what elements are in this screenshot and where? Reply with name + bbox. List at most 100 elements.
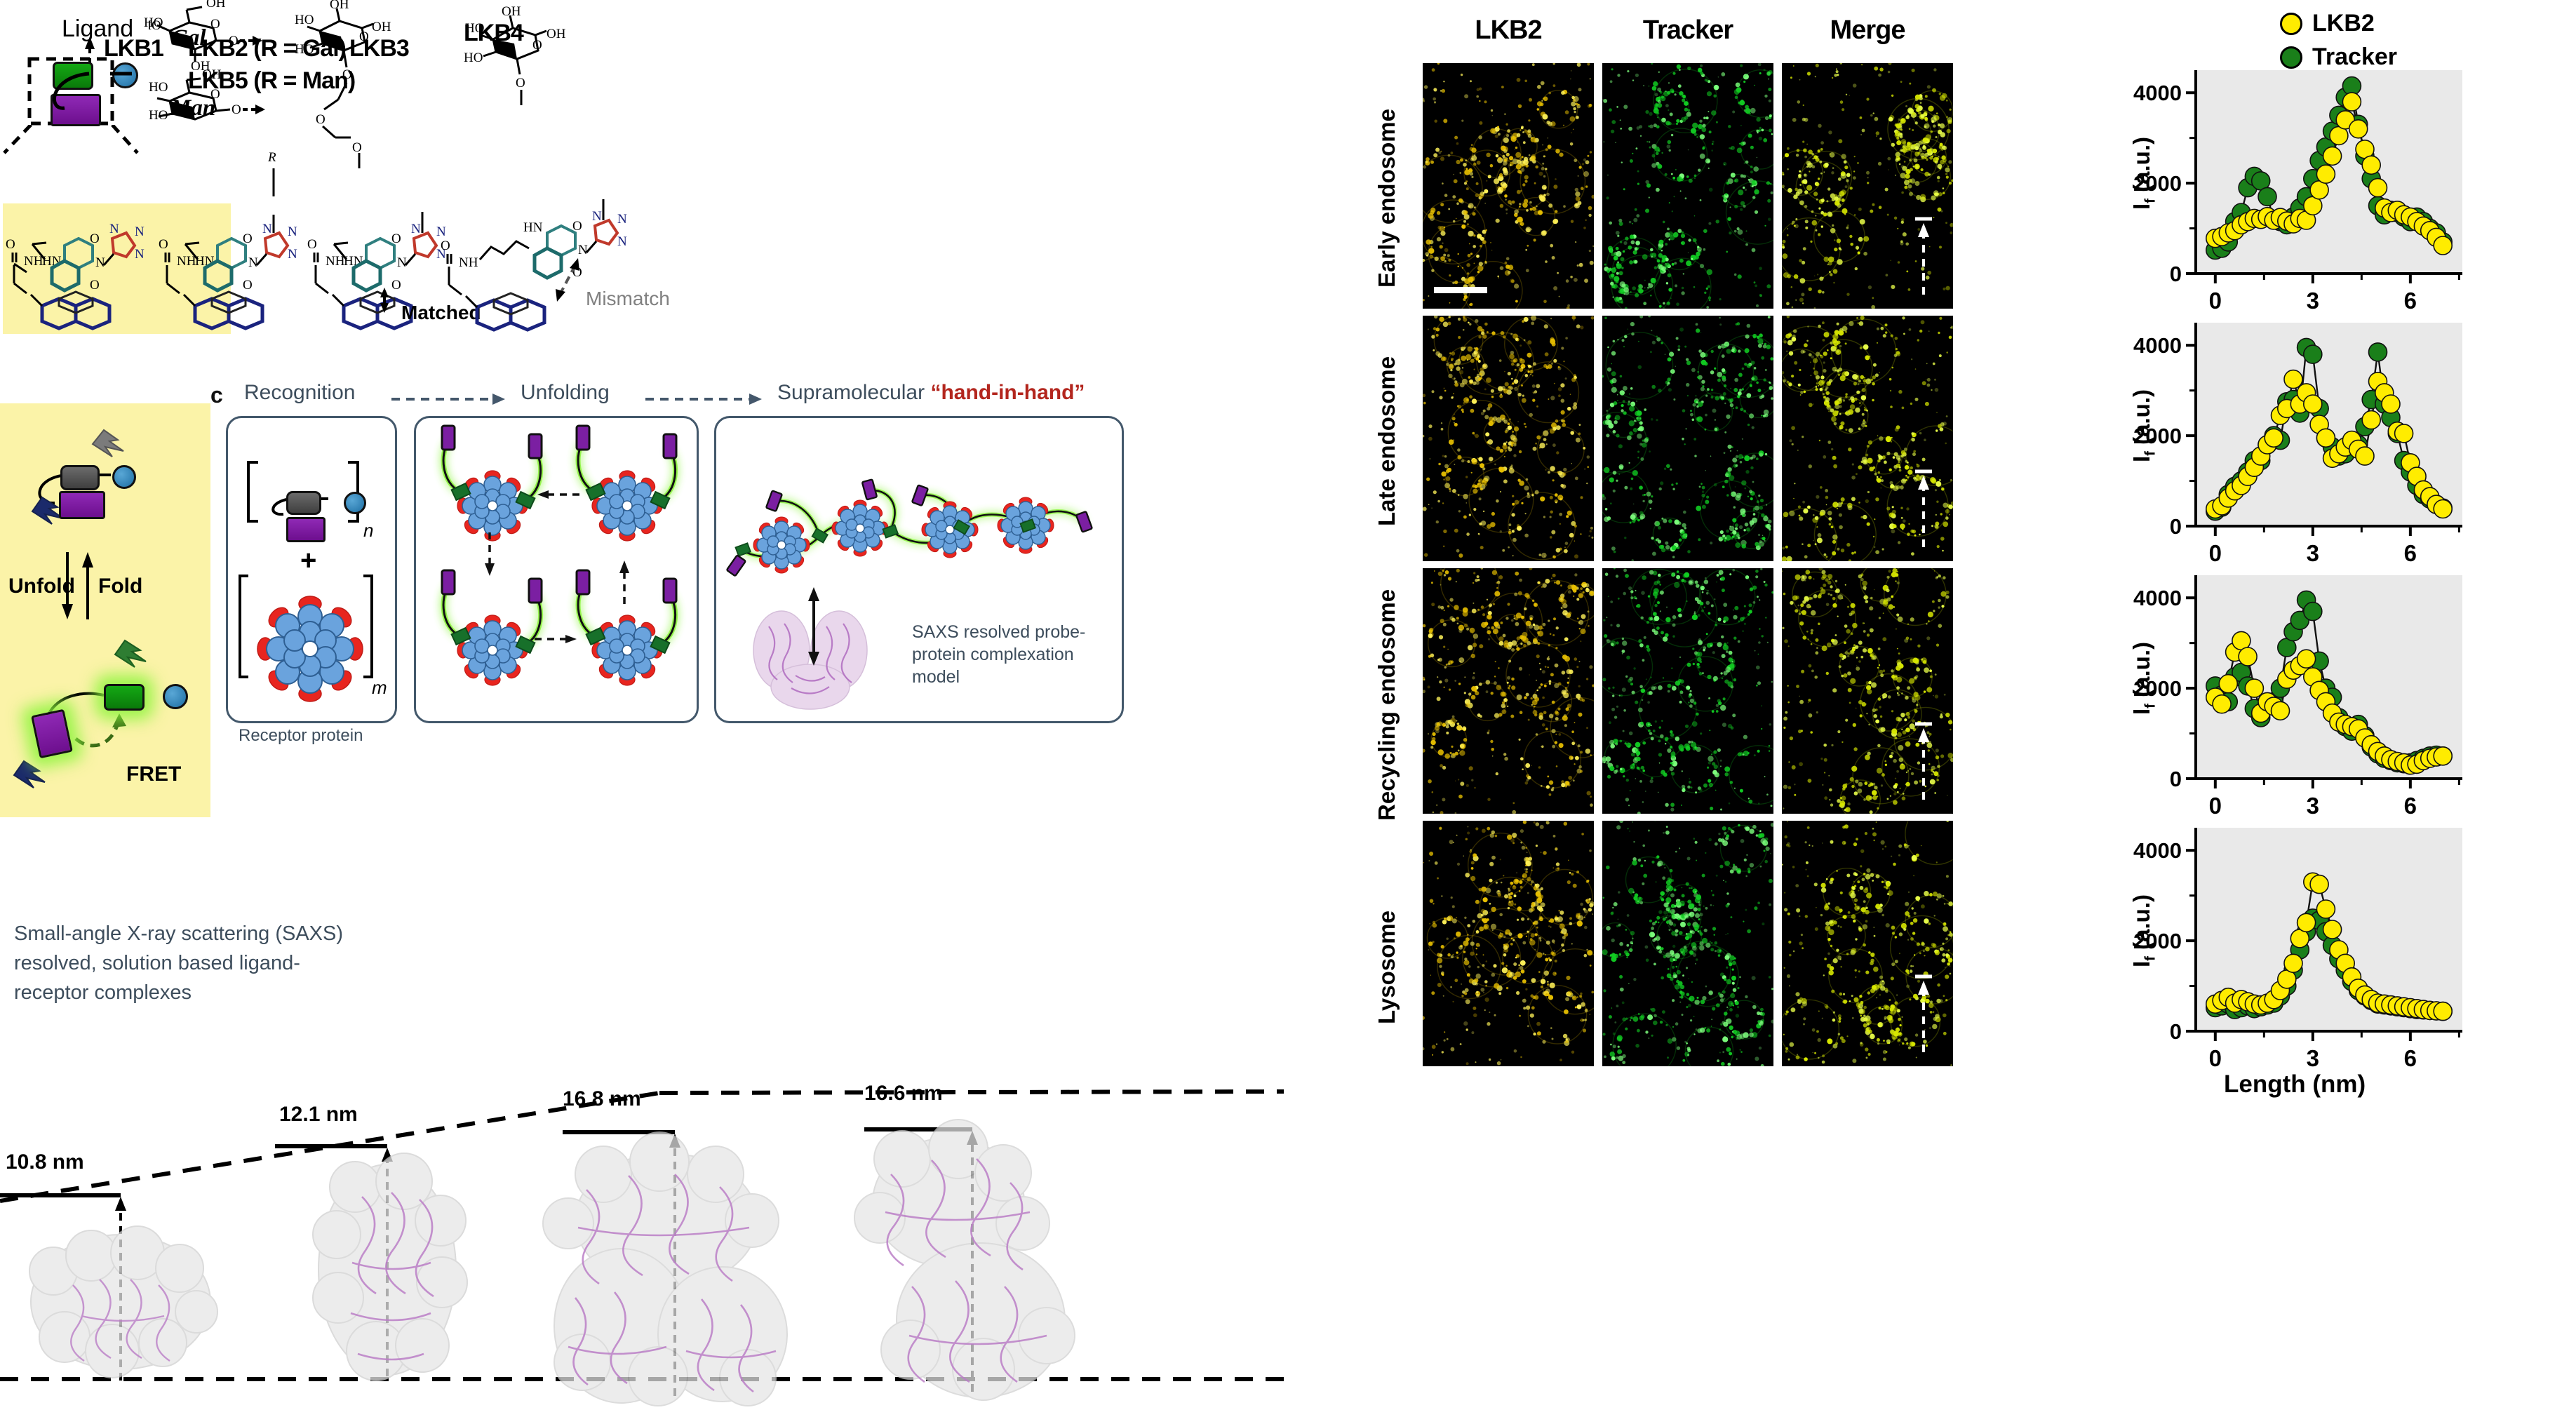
recognition-gray-block — [286, 491, 321, 515]
mismatch-annotation: Mismatch — [586, 288, 670, 310]
unfolded-blue-dot — [112, 465, 136, 489]
recognition-purple-block — [286, 517, 326, 542]
saxs-complex-2 — [232, 1129, 512, 1396]
svg-text:NH: NH — [177, 254, 196, 269]
saxs-complex-1 — [0, 1178, 239, 1389]
svg-text:N: N — [262, 222, 272, 236]
column-header-merge: Merge — [1783, 15, 1952, 46]
receptor-protein-graphic — [240, 593, 394, 719]
scale-bar — [1434, 287, 1487, 293]
svg-text:O: O — [232, 102, 241, 117]
row-label-recycling-endosome: Recycling endosome — [1374, 589, 1400, 821]
svg-text:O: O — [391, 278, 401, 293]
svg-text:O: O — [243, 278, 253, 293]
svg-text:O: O — [316, 112, 326, 127]
svg-text:N: N — [95, 255, 105, 270]
svg-text:O: O — [359, 29, 369, 44]
svg-text:O: O — [229, 34, 239, 48]
saxs-complex-4 — [800, 1113, 1122, 1414]
panel-a-structures: Ligand LKB1 LKB2 (R = Gal) LKB5 (R = Man… — [0, 0, 1284, 379]
lkb4-molecule: O NH HN O O N N N N — [435, 189, 730, 337]
svg-text:O: O — [90, 231, 100, 246]
unfolded-gray-block — [60, 465, 100, 490]
micro-image-early-endosome-merge — [1782, 63, 1953, 309]
svg-text:N: N — [135, 224, 145, 239]
supramolecular-model-link-arrow — [793, 586, 835, 670]
svg-text:OH: OH — [502, 4, 521, 19]
saxs-size-label-3: 16.8 nm — [563, 1087, 641, 1111]
svg-text:O: O — [210, 87, 220, 102]
svg-text:N: N — [288, 247, 297, 262]
gal-sugar-structure: HO OH O OH O — [149, 0, 289, 74]
svg-text:N: N — [135, 247, 145, 262]
row-label-early-endosome: Early endosome — [1374, 109, 1400, 288]
unfolded-purple-block — [59, 491, 105, 519]
legend-dot-lkb2 — [2280, 13, 2302, 35]
svg-text:NH: NH — [459, 255, 478, 270]
y-axis-title: If (a.u.) — [2128, 894, 2159, 967]
svg-text:N: N — [592, 209, 602, 224]
micro-image-lysosome-lkb2 — [1423, 821, 1594, 1066]
svg-text:O: O — [159, 237, 168, 252]
svg-text:N: N — [248, 255, 258, 270]
saxs-size-label-1: 10.8 nm — [6, 1150, 84, 1174]
micro-image-late-endosome-merge — [1782, 316, 1953, 561]
lkb3-sugar-peg-structure: OH HO HO OH O O O O — [295, 0, 463, 189]
saxs-model-caption: SAXS resolved probe-protein complexation… — [912, 621, 1087, 688]
svg-text:N: N — [411, 222, 421, 236]
svg-text:NH: NH — [24, 254, 43, 269]
r-group-label: R — [268, 150, 276, 166]
micro-image-late-endosome-lkb2 — [1423, 316, 1594, 561]
svg-text:OH: OH — [202, 67, 222, 82]
y-axis-title: If (a.u.) — [2128, 137, 2159, 210]
svg-text:O: O — [90, 278, 100, 293]
unfold-label: Unfold — [8, 575, 75, 598]
fold-label: Fold — [98, 575, 142, 598]
svg-text:O: O — [307, 237, 317, 252]
svg-text:N: N — [109, 222, 119, 236]
svg-text:N: N — [397, 255, 407, 270]
bracket-n-label: n — [363, 520, 373, 542]
line-profile-arrow — [1910, 460, 1938, 551]
svg-text:OH: OH — [546, 27, 566, 41]
panel-saxs: Small-angle X-ray scattering (SAXS) reso… — [0, 877, 1284, 1392]
r-group-bond — [267, 168, 295, 217]
line-profile-arrow — [1910, 713, 1938, 804]
svg-text:HN: HN — [523, 220, 543, 235]
svg-text:O: O — [6, 237, 15, 252]
svg-text:HO: HO — [295, 42, 314, 57]
svg-text:O: O — [441, 239, 450, 253]
gal-atom-ho: HO — [144, 15, 163, 31]
svg-text:O: O — [532, 38, 542, 53]
micro-image-recycling-endosome-lkb2 — [1423, 568, 1594, 814]
svg-text:HO: HO — [464, 51, 483, 65]
saxs-size-label-4: 16.6 nm — [864, 1082, 943, 1106]
svg-text:O: O — [516, 76, 525, 90]
svg-text:N: N — [578, 243, 588, 257]
y-axis-title: If (a.u.) — [2128, 389, 2159, 462]
svg-text:O: O — [243, 231, 253, 246]
svg-text:HO: HO — [465, 21, 484, 36]
y-axis-title: If (a.u.) — [2128, 642, 2159, 715]
micro-image-lysosome-tracker — [1602, 821, 1773, 1066]
folded-green-block — [104, 684, 145, 711]
line-profile-arrow — [1910, 208, 1938, 299]
svg-text:HO: HO — [149, 80, 168, 95]
lkb4-sugar-structure: OH HO HO OH O O — [459, 0, 628, 175]
saxs-size-label-2: 12.1 nm — [279, 1103, 358, 1127]
svg-text:N: N — [617, 212, 627, 227]
svg-text:O: O — [572, 219, 582, 234]
svg-text:N: N — [617, 234, 627, 249]
plus-sign: + — [300, 545, 316, 577]
micro-image-early-endosome-lkb2 — [1423, 63, 1594, 309]
line-profile-arrow — [1910, 965, 1938, 1056]
unfolded-state-graphic — [0, 424, 210, 544]
micro-image-early-endosome-tracker — [1602, 63, 1773, 309]
svg-text:N: N — [288, 224, 297, 239]
saxs-complex-3 — [491, 1115, 828, 1417]
folded-blue-dot — [163, 684, 188, 709]
supramolecular-network — [714, 424, 1120, 607]
